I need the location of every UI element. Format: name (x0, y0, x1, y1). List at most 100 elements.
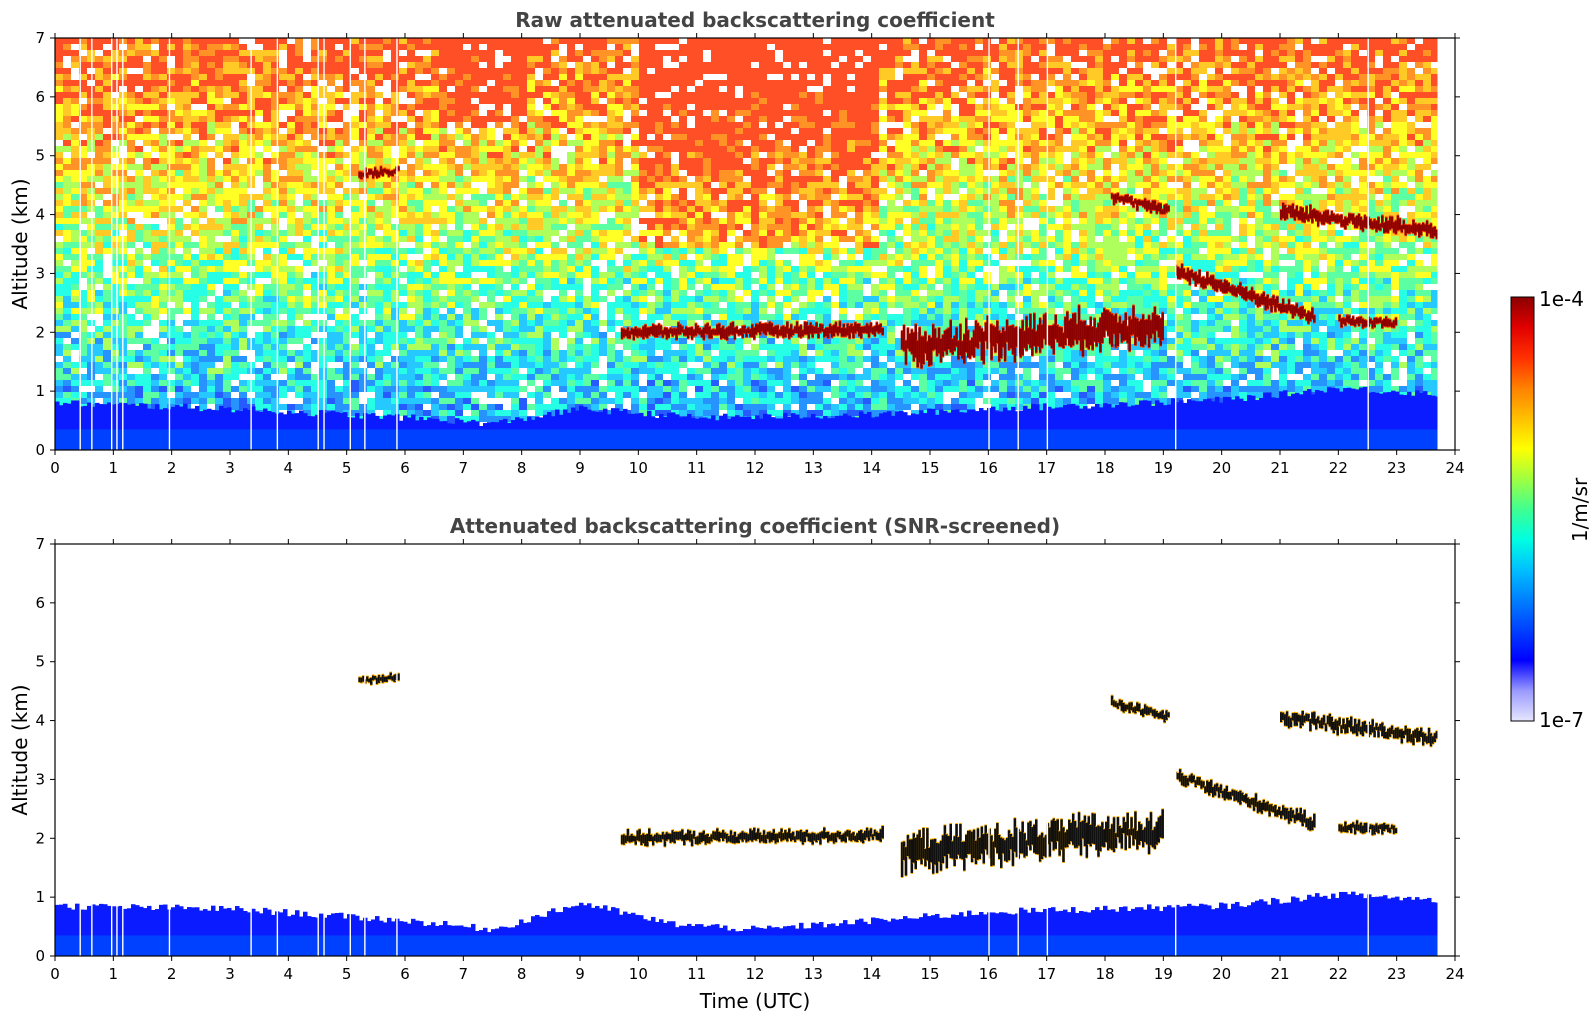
layer-cloud-19-21.6 (1175, 768, 1316, 832)
xtick-label: 6 (400, 459, 410, 477)
missing-data-streaks (79, 544, 1369, 956)
ytick-label: 7 (35, 535, 45, 553)
xtick-label: 15 (920, 965, 939, 983)
xtick-label: 3 (225, 965, 235, 983)
panel-screened-ticks: 0 1 2 3 4 5 6 7 8 9 10 11 12 13 14 15 16 17 18 19 20 21 22 23 24… (35, 535, 1464, 983)
colorbar-gradient (1510, 296, 1535, 722)
ytick-label: 5 (35, 147, 45, 165)
panel-raw-title: Raw attenuated backscattering coefficien… (515, 8, 995, 32)
xtick-label: 11 (687, 965, 706, 983)
layer-cloud-10-14 (620, 824, 884, 848)
xtick-label: 0 (50, 459, 60, 477)
xtick-label: 16 (979, 459, 998, 477)
xtick-label: 23 (1387, 965, 1406, 983)
xtick-label: 8 (517, 459, 527, 477)
xtick-label: 4 (284, 459, 294, 477)
layer-cloud-19-21.6 (1175, 263, 1316, 325)
xtick-label: 17 (1037, 965, 1056, 983)
layer-aerosol-5.5 (358, 671, 400, 686)
layer-cloud-10-14 (620, 320, 884, 342)
ytick-label: 4 (35, 206, 45, 224)
ytick-label: 1 (35, 888, 45, 906)
xtick-label: 18 (1095, 965, 1114, 983)
xtick-label: 5 (342, 459, 352, 477)
ytick-label: 3 (35, 264, 45, 282)
xtick-label: 10 (629, 965, 648, 983)
layer-cloud-18-19 (1110, 192, 1170, 216)
xtick-label: 20 (1212, 965, 1231, 983)
layer-cloud-22-23 (1338, 819, 1398, 837)
xtick-label: 1 (109, 965, 119, 983)
panel-raw-ylabel: Altitude (km) (8, 178, 32, 309)
xtick-label: 18 (1095, 459, 1114, 477)
ytick-label: 2 (35, 323, 45, 341)
xtick-label: 4 (284, 965, 294, 983)
xtick-label: 15 (920, 459, 939, 477)
xtick-label: 21 (1270, 965, 1289, 983)
xtick-label: 19 (1154, 459, 1173, 477)
layer-cloud-18-19 (1110, 694, 1170, 724)
xtick-label: 9 (575, 965, 585, 983)
xtick-label: 3 (225, 459, 235, 477)
xtick-label: 6 (400, 965, 410, 983)
panel-screened: Attenuated backscattering coefficient (S… (8, 514, 1465, 1013)
ytick-label: 1 (35, 382, 45, 400)
ytick-label: 2 (35, 829, 45, 847)
xtick-label: 8 (517, 965, 527, 983)
ytick-label: 0 (35, 441, 45, 459)
panel-screened-heatmap (55, 544, 1455, 956)
panel-raw-heatmap (55, 38, 1455, 450)
panel-screened-title: Attenuated backscattering coefficient (S… (450, 514, 1060, 538)
xtick-label: 7 (459, 965, 469, 983)
ytick-label: 5 (35, 653, 45, 671)
layers (358, 671, 1439, 879)
xtick-label: 22 (1329, 965, 1348, 983)
xtick-label: 13 (804, 965, 823, 983)
xtick-label: 5 (342, 965, 352, 983)
xtick-label: 14 (862, 965, 881, 983)
colorbar-unit-label: 1/m/sr (1568, 477, 1592, 542)
xtick-label: 10 (629, 459, 648, 477)
colorbar-min-label: 1e-7 (1539, 708, 1584, 732)
layer-cloud-21-23.7 (1280, 709, 1439, 748)
missing-data-streaks (79, 38, 1369, 450)
xtick-label: 16 (979, 965, 998, 983)
xtick-label: 11 (687, 459, 706, 477)
xtick-label: 20 (1212, 459, 1231, 477)
ytick-label: 6 (35, 594, 45, 612)
boundary-layer (55, 386, 1440, 450)
xtick-label: 9 (575, 459, 585, 477)
panel-raw: Raw attenuated backscattering coefficien… (8, 8, 1465, 477)
panel-screened-ylabel: Altitude (km) (8, 684, 32, 815)
layer-cloud-14.5-19 (900, 808, 1164, 879)
panel-screened-frame (54, 543, 1456, 957)
xtick-label: 1 (109, 459, 119, 477)
ytick-label: 3 (35, 770, 45, 788)
xtick-label: 24 (1445, 459, 1464, 477)
xtick-label: 2 (167, 965, 177, 983)
xtick-label: 7 (459, 459, 469, 477)
panel-screened-xlabel: Time (UTC) (699, 989, 811, 1013)
ytick-label: 7 (35, 29, 45, 47)
xtick-label: 0 (50, 965, 60, 983)
panel-raw-ticks: 0 1 2 3 4 5 6 7 8 9 10 11 12 13 14 15 16 17 18 19 20 21 22 23 24… (35, 29, 1464, 477)
ytick-label: 4 (35, 712, 45, 730)
xtick-label: 12 (745, 965, 764, 983)
xtick-label: 23 (1387, 459, 1406, 477)
ytick-label: 0 (35, 947, 45, 965)
colorbar-max-label: 1e-4 (1539, 287, 1584, 311)
xtick-label: 12 (745, 459, 764, 477)
xtick-label: 22 (1329, 459, 1348, 477)
noise-field (55, 38, 1439, 450)
layer-cloud-21-23.7 (1280, 202, 1439, 240)
xtick-label: 24 (1445, 965, 1464, 983)
xtick-label: 21 (1270, 459, 1289, 477)
colorbar: 1e-4 1e-7 1/m/sr (1510, 287, 1592, 732)
xtick-label: 13 (804, 459, 823, 477)
xtick-label: 19 (1154, 965, 1173, 983)
ytick-label: 6 (35, 88, 45, 106)
boundary-layer (55, 891, 1440, 956)
xtick-label: 17 (1037, 459, 1056, 477)
xtick-label: 14 (862, 459, 881, 477)
